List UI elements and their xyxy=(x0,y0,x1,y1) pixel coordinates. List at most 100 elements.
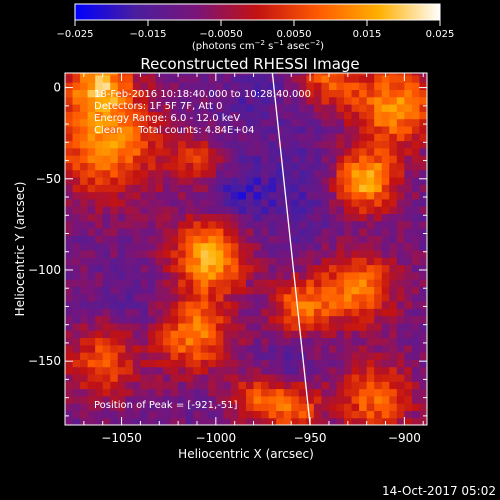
heatmap-cell xyxy=(253,176,262,185)
heatmap-cell xyxy=(306,228,315,236)
heatmap-cell xyxy=(185,417,194,425)
heatmap-cell xyxy=(208,315,217,324)
heatmap-cell xyxy=(336,228,345,236)
heatmap-cell xyxy=(110,279,119,287)
heatmap-cell xyxy=(268,96,277,105)
heatmap-cell xyxy=(163,155,172,163)
heatmap-cell xyxy=(95,118,104,127)
heatmap-cell xyxy=(215,147,224,156)
heatmap-cell xyxy=(336,82,345,91)
heatmap-cell xyxy=(95,264,104,273)
heatmap-cell xyxy=(268,293,277,302)
heatmap-cell xyxy=(185,228,194,236)
heatmap-cell xyxy=(268,162,277,171)
heatmap-cell xyxy=(102,279,111,287)
heatmap-cell xyxy=(381,118,390,127)
heatmap-cell xyxy=(215,155,224,163)
heatmap-cell xyxy=(87,140,96,149)
heatmap-cell xyxy=(291,191,300,200)
heatmap-cell xyxy=(328,242,338,251)
heatmap-cell xyxy=(125,125,134,134)
heatmap-cell xyxy=(359,184,368,193)
heatmap-cell xyxy=(102,308,111,317)
heatmap-cell xyxy=(117,395,126,404)
heatmap-cell xyxy=(132,147,142,156)
heatmap-cell xyxy=(336,352,345,360)
heatmap-cell xyxy=(132,191,142,200)
heatmap-cell xyxy=(419,279,427,287)
heatmap-cell xyxy=(351,293,360,302)
heatmap-cell xyxy=(208,235,217,244)
heatmap-cell xyxy=(261,82,270,91)
heatmap-cell xyxy=(238,220,247,229)
heatmap-cell xyxy=(396,373,405,382)
heatmap-cell xyxy=(140,191,149,200)
heatmap-cell xyxy=(185,395,194,404)
heatmap-cell xyxy=(291,235,300,244)
heatmap-cell xyxy=(170,213,179,222)
heatmap-cell xyxy=(132,373,142,382)
heatmap-cell xyxy=(261,147,270,156)
heatmap-cell xyxy=(185,308,194,317)
heatmap-cell xyxy=(306,308,315,317)
heatmap-cell xyxy=(125,89,134,98)
heatmap-cell xyxy=(381,337,390,346)
heatmap-cell xyxy=(344,176,353,185)
heatmap-cell xyxy=(366,74,375,83)
heatmap-cell xyxy=(80,162,89,171)
heatmap-cell xyxy=(276,249,285,258)
heatmap-cell xyxy=(389,242,398,251)
heatmap-cell xyxy=(389,162,398,171)
heatmap-cell xyxy=(95,176,104,185)
heatmap-cell xyxy=(261,388,270,397)
heatmap-cell xyxy=(215,191,224,200)
heatmap-cell xyxy=(163,184,172,193)
heatmap-cell xyxy=(336,388,345,397)
heatmap-cell xyxy=(163,140,172,149)
heatmap-cell xyxy=(328,300,338,309)
heatmap-cell xyxy=(419,169,427,178)
heatmap-cell xyxy=(276,388,285,397)
heatmap-cell xyxy=(328,162,338,171)
heatmap-cell xyxy=(95,74,104,83)
heatmap-cell xyxy=(178,249,187,258)
heatmap-cell xyxy=(215,249,224,258)
heatmap-cell xyxy=(80,395,89,404)
heatmap-cell xyxy=(132,220,142,229)
heatmap-cell xyxy=(72,176,81,185)
heatmap-cell xyxy=(313,410,323,419)
heatmap-cell xyxy=(366,242,375,251)
heatmap-cell xyxy=(344,352,353,360)
heatmap-cell xyxy=(276,133,285,142)
heatmap-cell xyxy=(185,206,194,215)
heatmap-cell xyxy=(125,330,134,339)
heatmap-cell xyxy=(253,352,262,360)
heatmap-cell xyxy=(328,373,338,382)
heatmap-cell xyxy=(381,381,390,390)
heatmap-cell xyxy=(351,169,360,178)
heatmap-cell xyxy=(200,89,209,98)
heatmap-cell xyxy=(261,220,270,229)
heatmap-cell xyxy=(328,352,338,360)
heatmap-cell xyxy=(110,300,119,309)
heatmap-cell xyxy=(215,264,224,273)
heatmap-cell xyxy=(87,308,96,317)
heatmap-cell xyxy=(170,330,179,339)
heatmap-cell xyxy=(238,286,247,295)
heatmap-cell xyxy=(65,388,74,397)
heatmap-cell xyxy=(404,322,413,331)
heatmap-cell xyxy=(102,191,111,200)
heatmap-cell xyxy=(65,359,74,368)
heatmap-cell xyxy=(389,155,398,163)
heatmap-cell xyxy=(374,403,383,412)
heatmap-cell xyxy=(419,344,427,353)
heatmap-cell xyxy=(359,198,368,207)
heatmap-cell xyxy=(102,140,111,149)
heatmap-cell xyxy=(125,162,134,171)
heatmap-cell xyxy=(147,417,157,425)
heatmap-cell xyxy=(283,293,292,302)
heatmap-cell xyxy=(246,322,255,331)
heatmap-cell xyxy=(321,104,330,112)
heatmap-cell xyxy=(374,417,383,425)
heatmap-cell xyxy=(246,125,255,134)
